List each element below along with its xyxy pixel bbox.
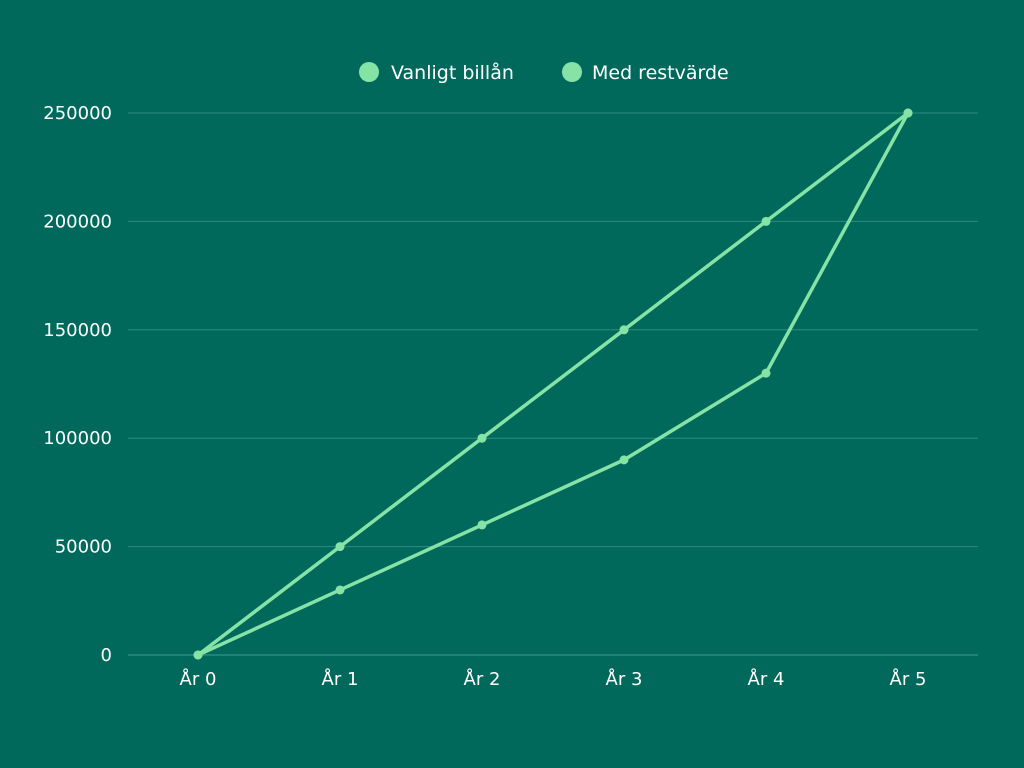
- legend-marker-0: [359, 62, 379, 82]
- legend-marker-1: [562, 62, 582, 82]
- legend-label-0[interactable]: Vanligt billån: [391, 61, 514, 84]
- data-point[interactable]: [477, 433, 487, 443]
- data-point[interactable]: [761, 216, 771, 226]
- data-point[interactable]: [903, 108, 913, 118]
- legend-label-1[interactable]: Med restvärde: [592, 62, 729, 84]
- y-tick-label: 150000: [43, 320, 112, 341]
- y-tick-label: 0: [101, 645, 112, 666]
- y-tick-label: 100000: [43, 428, 112, 449]
- series-line-0: [196, 111, 910, 657]
- data-point[interactable]: [335, 542, 345, 552]
- y-tick-label: 200000: [43, 211, 112, 232]
- y-tick-label: 250000: [43, 103, 112, 124]
- x-tick-label: År 4: [748, 668, 785, 690]
- data-point[interactable]: [619, 455, 629, 465]
- y-tick-label: 50000: [55, 537, 112, 558]
- x-tick-label: År 2: [464, 668, 501, 690]
- series-line-1: [196, 111, 910, 657]
- x-tick-label: År 3: [606, 668, 643, 690]
- data-point[interactable]: [335, 585, 345, 595]
- x-tick-label: År 5: [890, 668, 927, 690]
- data-point[interactable]: [477, 520, 487, 530]
- data-point[interactable]: [193, 650, 203, 660]
- x-tick-label: År 1: [322, 668, 359, 690]
- data-point[interactable]: [761, 368, 771, 378]
- x-tick-label: År 0: [180, 668, 217, 690]
- data-point[interactable]: [619, 325, 629, 335]
